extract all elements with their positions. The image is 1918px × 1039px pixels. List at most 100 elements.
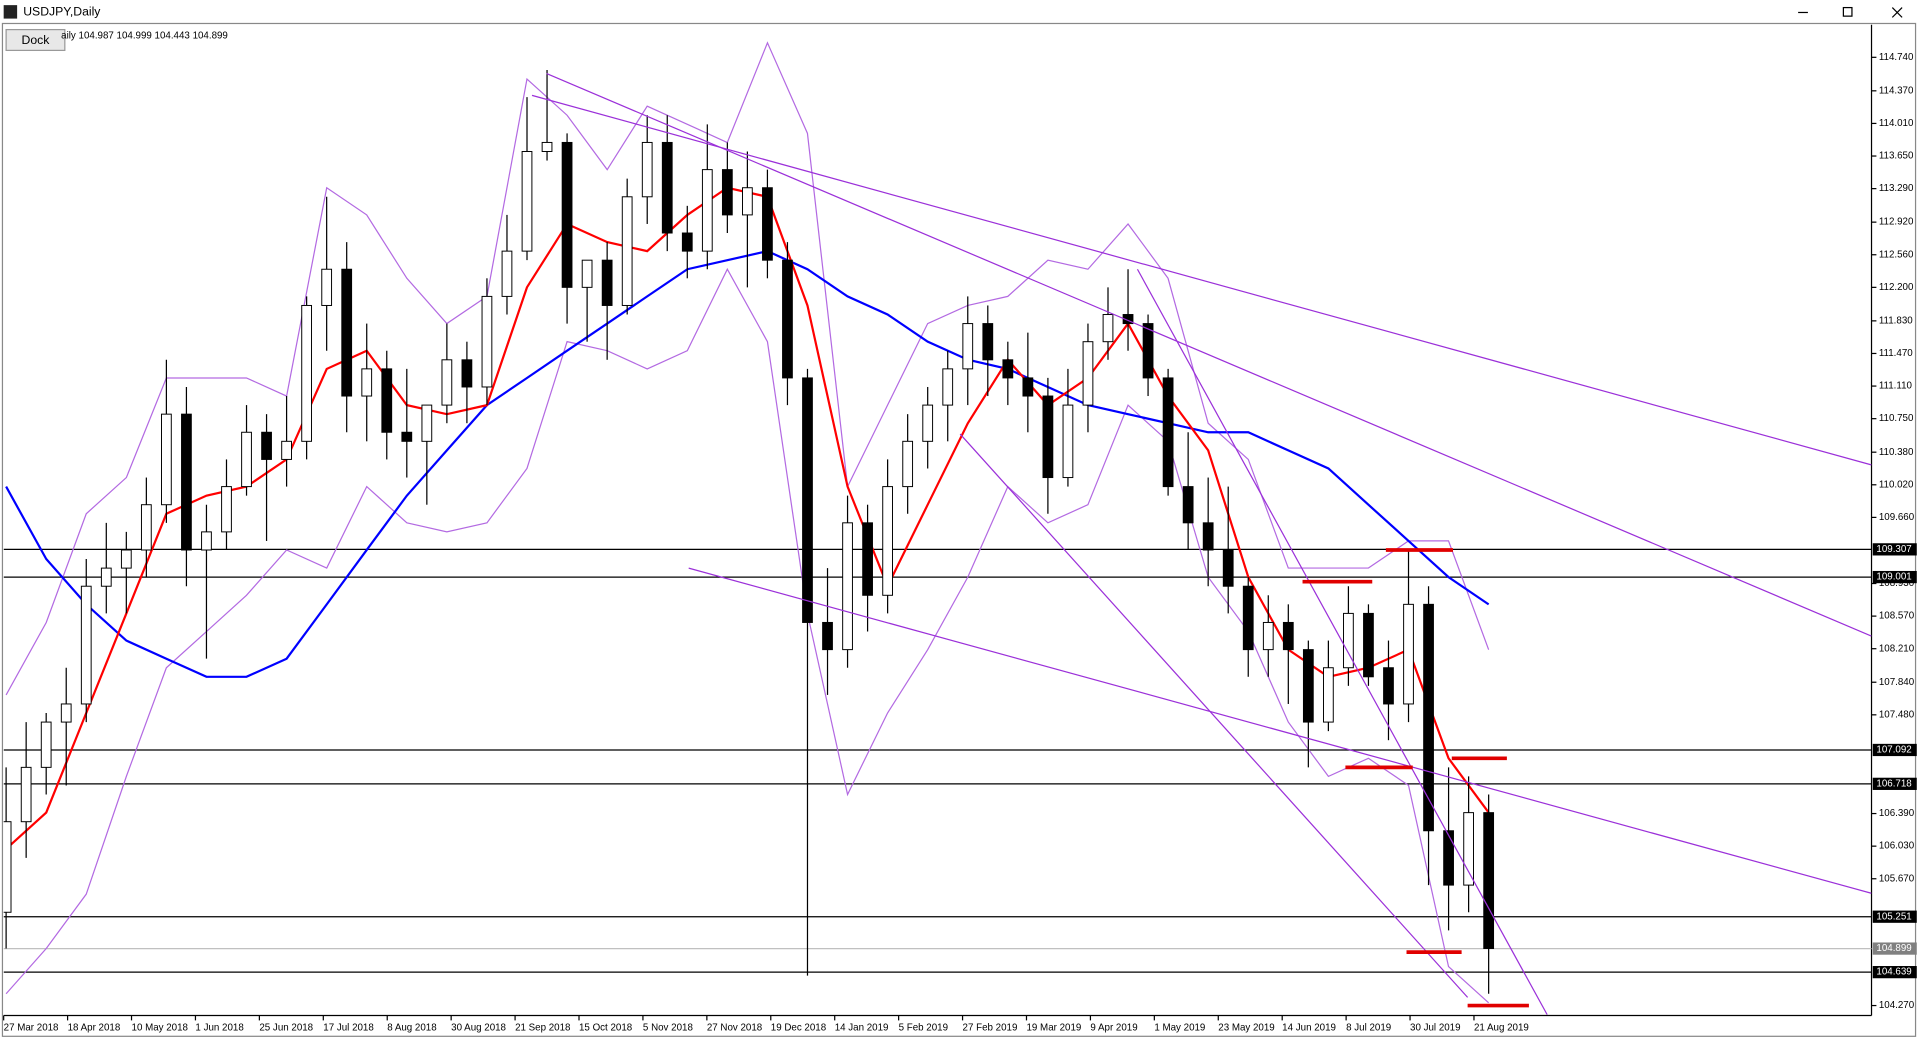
x-tick-label: 30 Jul 2019 bbox=[1410, 1022, 1461, 1033]
y-tick-label: 112.560 bbox=[1879, 249, 1914, 260]
candle-body bbox=[541, 141, 553, 152]
price-label-box bbox=[1872, 942, 1917, 955]
y-tick-label: 111.470 bbox=[1879, 348, 1913, 359]
trend-line bbox=[1136, 268, 1548, 1015]
candle-body bbox=[1463, 812, 1474, 886]
x-tick-label: 14 Jan 2019 bbox=[835, 1022, 889, 1033]
y-tick-label: 106.390 bbox=[1879, 808, 1915, 819]
y-tick-label: 107.480 bbox=[1879, 709, 1915, 720]
y-tick-label: 105.670 bbox=[1879, 873, 1915, 884]
candle-body bbox=[1322, 667, 1334, 723]
x-tick-label: 9 Apr 2019 bbox=[1090, 1022, 1137, 1033]
candle-body bbox=[982, 323, 994, 361]
candle-body bbox=[80, 585, 92, 705]
price-label: 106.718 bbox=[1876, 778, 1911, 789]
y-tick-label: 111.110 bbox=[1879, 381, 1913, 392]
x-tick-label: 8 Jul 2019 bbox=[1346, 1022, 1391, 1033]
close-button[interactable] bbox=[1891, 7, 1903, 18]
x-tick-label: 5 Nov 2018 bbox=[643, 1022, 693, 1033]
candle-body bbox=[521, 151, 533, 252]
price-label: 107.092 bbox=[1876, 745, 1911, 756]
y-tick-label: 104.270 bbox=[1879, 1000, 1915, 1011]
candle-body bbox=[1022, 377, 1034, 397]
candle-body bbox=[261, 431, 272, 460]
indicator-line bbox=[5, 267, 1490, 1004]
x-tick-label: 17 Jul 2018 bbox=[323, 1022, 374, 1033]
restore-button[interactable] bbox=[1842, 6, 1853, 17]
candle-body bbox=[201, 531, 212, 551]
x-tick-label: 1 Jun 2018 bbox=[195, 1022, 243, 1033]
x-tick-label: 30 Aug 2018 bbox=[451, 1022, 506, 1033]
dock-button-label[interactable]: Dock bbox=[22, 33, 51, 47]
x-tick-label: 10 May 2018 bbox=[132, 1022, 188, 1033]
candle-body bbox=[1002, 359, 1014, 379]
y-tick-label: 108.930 bbox=[1879, 578, 1915, 589]
candle-body bbox=[221, 486, 232, 533]
candle-body bbox=[922, 404, 934, 442]
price-label-box bbox=[1872, 570, 1917, 584]
candle-body bbox=[1302, 649, 1314, 723]
candle-body bbox=[1343, 612, 1354, 669]
y-tick-label: 112.200 bbox=[1879, 282, 1914, 293]
candle-body bbox=[1383, 667, 1394, 705]
chart-frame bbox=[1, 22, 1917, 1037]
candle-body bbox=[902, 440, 914, 488]
candle-body bbox=[461, 359, 473, 388]
candle-body bbox=[100, 567, 112, 587]
x-tick-label: 27 Nov 2018 bbox=[707, 1022, 762, 1033]
candle-body bbox=[1102, 314, 1114, 343]
trend-line bbox=[546, 73, 1872, 637]
candle-body bbox=[641, 141, 653, 198]
x-tick-label: 27 Feb 2019 bbox=[963, 1022, 1018, 1033]
candle-body bbox=[501, 250, 513, 297]
price-label-box bbox=[1872, 743, 1917, 757]
candle-body bbox=[962, 323, 974, 370]
candle-body bbox=[1182, 486, 1194, 524]
x-tick-label: 5 Feb 2019 bbox=[899, 1022, 948, 1033]
candle-body bbox=[161, 413, 172, 506]
candle-body bbox=[862, 522, 873, 596]
candle-body bbox=[701, 169, 713, 252]
candle-body bbox=[401, 431, 413, 442]
candle-body bbox=[942, 368, 954, 406]
y-tick-label: 114.740 bbox=[1879, 52, 1914, 63]
ohlc-info: aily 104.987 104.999 104.443 104.899 bbox=[61, 30, 228, 41]
y-tick-label: 113.290 bbox=[1879, 183, 1914, 194]
candle-body bbox=[1142, 323, 1154, 379]
candle-body bbox=[60, 703, 72, 723]
dock-button[interactable] bbox=[5, 28, 66, 52]
x-tick-label: 27 Mar 2018 bbox=[4, 1022, 59, 1033]
candle-body bbox=[1062, 404, 1074, 479]
candle-body bbox=[421, 404, 433, 442]
y-tick-label: 114.010 bbox=[1879, 118, 1914, 129]
candle-body bbox=[3, 821, 12, 913]
title-bar bbox=[0, 0, 1918, 24]
price-label-box bbox=[1872, 777, 1917, 790]
candle-body bbox=[281, 440, 292, 460]
x-tick-label: 25 Jun 2018 bbox=[259, 1022, 313, 1033]
candle-body bbox=[1363, 612, 1374, 678]
candle-body bbox=[1082, 341, 1094, 406]
y-tick-label: 107.840 bbox=[1879, 677, 1915, 688]
candle-body bbox=[882, 486, 894, 596]
y-tick-label: 110.750 bbox=[1879, 413, 1914, 424]
candle-body bbox=[181, 413, 192, 551]
x-tick-label: 15 Oct 2018 bbox=[579, 1022, 632, 1033]
price-label: 109.001 bbox=[1876, 572, 1911, 583]
y-tick-label: 114.370 bbox=[1879, 85, 1914, 96]
x-tick-label: 21 Aug 2019 bbox=[1474, 1022, 1529, 1033]
candle-body bbox=[1423, 603, 1434, 832]
candle-body bbox=[301, 304, 313, 442]
candle-body bbox=[341, 268, 353, 397]
candle-body bbox=[441, 359, 453, 406]
candle-body bbox=[721, 169, 733, 216]
candle-body bbox=[802, 377, 813, 623]
price-label: 109.307 bbox=[1876, 544, 1911, 555]
candle-body bbox=[241, 431, 252, 488]
y-tick-label: 110.020 bbox=[1879, 479, 1914, 490]
x-tick-label: 8 Aug 2018 bbox=[387, 1022, 436, 1033]
candle-body bbox=[1282, 621, 1294, 651]
price-label-box bbox=[1872, 966, 1917, 979]
